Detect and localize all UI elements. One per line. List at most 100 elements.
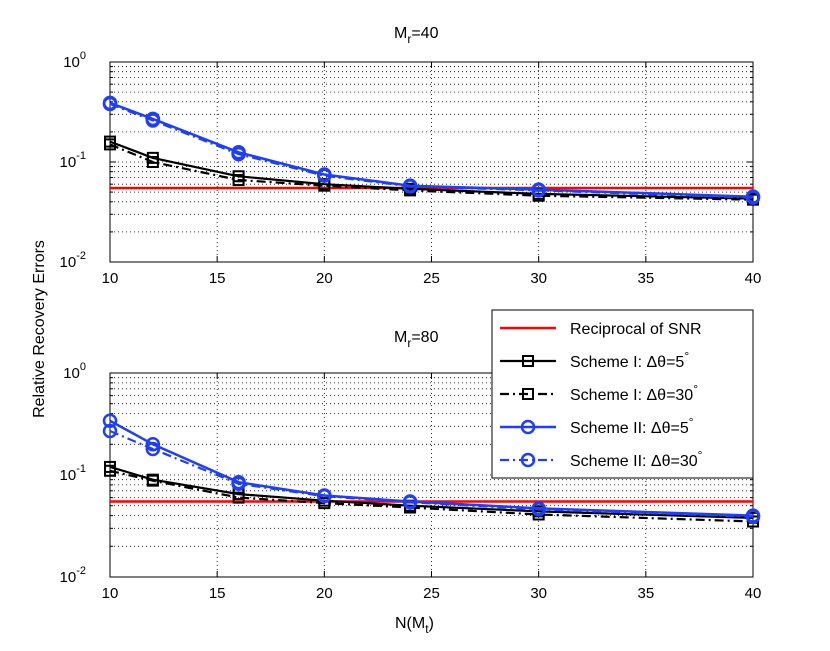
top-y-tick-label: 10-1: [60, 150, 86, 171]
bottom-y-tick-label: 100: [63, 361, 86, 382]
legend-entry-scheme1-dtheta5: Scheme I: Δθ=5°: [500, 349, 689, 371]
legend-label-degree: °: [698, 448, 703, 462]
top-scheme2-dtheta30-point: [402, 179, 418, 194]
top-y-tick-base: 10: [60, 254, 77, 271]
legend-label: Scheme II: Δθ=30°: [570, 448, 703, 470]
bottom-scheme2-dtheta5-point: [145, 437, 161, 452]
bottom-title: Mr=80: [394, 329, 439, 350]
legend-label-text: Reciprocal of SNR: [570, 321, 702, 338]
bottom-y-tick-base: 10: [60, 467, 77, 484]
top-y-tick-exp: -2: [76, 250, 86, 262]
bottom-x-tick-label: 10: [102, 585, 119, 602]
bottom-scheme2-dtheta30-point: [231, 476, 246, 492]
bottom-y-tick-label: 10-2: [60, 565, 86, 586]
legend-label-text: Scheme II: Δθ=5: [570, 420, 689, 437]
top-scheme1-dtheta30-point: [232, 174, 245, 187]
legend-entry-scheme2-dtheta30: Scheme II: Δθ=30°: [500, 448, 703, 470]
top-x-tick-label: 15: [209, 270, 226, 287]
bottom-scheme1-dtheta30-point: [232, 491, 245, 504]
legend-swatch-marker: [522, 388, 534, 400]
legend-label: Scheme II: Δθ=5°: [570, 415, 694, 437]
x-axis-label-main: N(M: [395, 615, 425, 632]
bottom-scheme2-dtheta30-point: [317, 488, 332, 504]
bottom-y-tick-base: 10: [63, 365, 80, 382]
bottom-scheme1-dtheta30-point: [146, 474, 159, 487]
bottom-y-tick-base: 10: [60, 569, 77, 586]
bottom-x-tick-label: 20: [316, 585, 333, 602]
legend-label-degree: °: [684, 349, 689, 363]
legend-swatch-marker: [520, 419, 536, 435]
legend-label-degree: °: [693, 382, 698, 396]
x-axis-label: N(Mt): [395, 615, 434, 636]
top-scheme2-dtheta30-point: [231, 146, 246, 162]
legend-label-text: Scheme II: Δθ=30: [570, 453, 698, 470]
bottom-x-tick-label: 15: [209, 585, 226, 602]
bottom-x-tick-label: 30: [530, 585, 547, 602]
legend-entry-scheme2-dtheta5: Scheme II: Δθ=5°: [500, 415, 694, 437]
legend-entry-snr-line: Reciprocal of SNR: [500, 321, 702, 338]
bottom-scheme2-dtheta30-line: [109, 429, 754, 518]
legend-box: [491, 309, 754, 479]
bottom-x-tick-label: 25: [423, 585, 440, 602]
x-axis-label-sub: t: [425, 622, 429, 636]
bottom-title-sub: r: [407, 336, 411, 350]
top-scheme2-dtheta30-point: [531, 183, 546, 198]
bottom-scheme2-dtheta30-point: [102, 423, 118, 439]
top-x-tick-label: 30: [530, 270, 547, 287]
bottom-y-tick-label: 10-1: [60, 463, 86, 484]
legend-entry-scheme1-dtheta30: Scheme I: Δθ=30°: [500, 382, 698, 404]
top-x-tick-label: 20: [316, 270, 333, 287]
bottom-scheme1-dtheta30-point: [104, 464, 116, 477]
top-x-tick-label: 40: [745, 270, 762, 287]
top-scheme2-dtheta30-point: [317, 168, 332, 183]
top-y-tick-base: 10: [63, 54, 80, 71]
top-scheme2-dtheta30-line: [109, 102, 754, 199]
top-title-value: =40: [411, 25, 438, 42]
x-axis-label-end: ): [429, 615, 434, 632]
top-series-scheme2-dtheta30: [102, 96, 761, 205]
top-y-tick-label: 100: [63, 50, 86, 71]
top-scheme1-dtheta30-point: [104, 138, 116, 151]
bottom-series-scheme2-dtheta30: [102, 423, 761, 524]
top-title: Mr=40: [394, 25, 439, 46]
top-y-tick-label: 10-2: [60, 250, 86, 271]
legend-label-degree: °: [689, 415, 694, 429]
top-scheme1-dtheta30-line: [109, 143, 754, 201]
legend-swatch-marker: [520, 452, 536, 468]
bottom-title-main: M: [394, 329, 407, 346]
top-title-sub: r: [407, 32, 411, 46]
legend-label-text: Scheme I: Δθ=5: [570, 354, 684, 371]
top-scheme1-dtheta30-point: [146, 156, 159, 168]
bottom-y-tick-exp: 0: [80, 361, 86, 373]
bottom-x-tick-label: 40: [745, 585, 762, 602]
bottom-scheme2-dtheta5-point: [102, 413, 118, 429]
bottom-scheme2-dtheta30-point: [531, 502, 546, 517]
top-scheme2-dtheta30-point: [102, 96, 118, 112]
bottom-scheme2-dtheta30-point: [745, 509, 761, 524]
top-scheme2-dtheta30-point: [745, 190, 761, 205]
legend-label-text: Scheme I: Δθ=30: [570, 387, 693, 404]
bottom-y-tick-exp: -1: [76, 463, 86, 475]
top-x-tick-label: 10: [102, 270, 119, 287]
legend-label: Reciprocal of SNR: [570, 321, 702, 338]
top-y-tick-exp: 0: [80, 50, 86, 62]
bottom-y-tick-exp: -2: [76, 565, 86, 577]
bottom-title-value: =80: [411, 329, 438, 346]
top-x-tick-label: 35: [637, 270, 654, 287]
bottom-scheme2-dtheta30-point: [145, 441, 161, 457]
y-axis-label: Relative Recovery Errors: [31, 240, 48, 418]
bottom-scheme1-dtheta30-point: [318, 497, 331, 510]
top-y-tick-exp: -1: [76, 150, 86, 162]
top-scheme2-dtheta30-point: [145, 113, 161, 128]
top-y-tick-base: 10: [60, 154, 77, 171]
bottom-x-tick-label: 35: [637, 585, 654, 602]
bottom-scheme2-dtheta30-point: [402, 495, 418, 510]
top-title-main: M: [394, 25, 407, 42]
legend-label: Scheme I: Δθ=30°: [570, 382, 698, 404]
legend-label: Scheme I: Δθ=5°: [570, 349, 689, 371]
legend-swatch-marker: [522, 355, 534, 367]
top-x-tick-label: 25: [423, 270, 440, 287]
